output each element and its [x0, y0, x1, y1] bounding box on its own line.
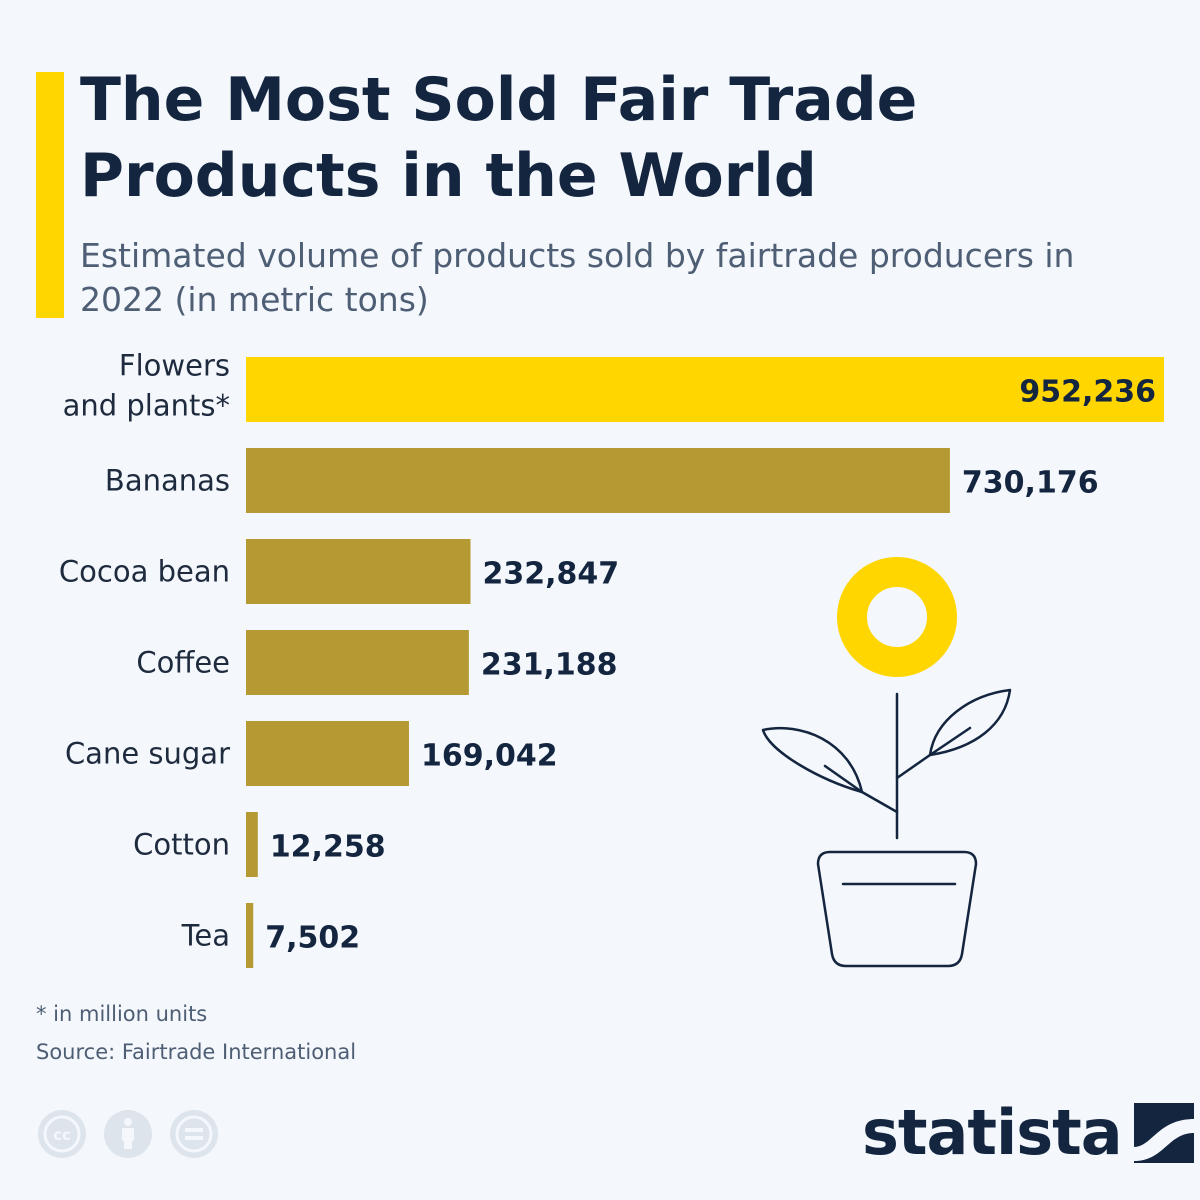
attribution-person-icon[interactable]: [104, 1110, 152, 1158]
bar-coffee: [246, 630, 469, 695]
bar-bananas: [246, 448, 950, 513]
value-label-tea: 7,502: [265, 921, 360, 956]
source-link[interactable]: Source: Fairtrade International: [36, 1040, 357, 1064]
bar-cotton: [246, 812, 258, 877]
category-label-coffee: Coffee: [136, 646, 230, 680]
bar-tea: [246, 903, 254, 968]
statista-brand[interactable]: statista: [862, 1096, 1194, 1169]
page-subtitle: Estimated volume of products sold by fai…: [80, 236, 1075, 319]
license-icons: cc: [38, 1110, 218, 1158]
category-label-cocoa-bean: Cocoa bean: [59, 555, 230, 589]
no-derivatives-icon[interactable]: [170, 1110, 218, 1158]
page-title: The Most Sold Fair Trade Products in the…: [80, 65, 918, 211]
value-label-flowers-and-plants: 952,236: [1019, 375, 1156, 410]
bar-chart: Flowers and plants* 952,236 Bananas 730,176 C…: [59, 349, 1164, 968]
value-label-cotton: 12,258: [270, 830, 386, 865]
category-label-cane-sugar: Cane sugar: [65, 737, 230, 771]
value-label-cocoa-bean: 232,847: [482, 557, 619, 592]
sprout-pot-illustration-icon: [761, 557, 1012, 968]
svg-text:cc: cc: [53, 1126, 71, 1144]
bar-cocoa-bean: [246, 539, 471, 604]
bar-cane-sugar: [246, 721, 409, 786]
category-label-flowers-and-plants: Flowers and plants*: [63, 349, 230, 423]
category-label-tea: Tea: [181, 919, 230, 953]
category-label-cotton: Cotton: [133, 828, 230, 862]
footnote: * in million units: [36, 1002, 208, 1026]
bar-flowers-and-plants: [246, 357, 1164, 422]
cc-license-icon[interactable]: cc: [38, 1110, 86, 1158]
statista-logo-icon: [1133, 1102, 1194, 1163]
brand-name: statista: [862, 1096, 1123, 1169]
category-label-bananas: Bananas: [105, 464, 230, 498]
value-label-bananas: 730,176: [962, 466, 1099, 501]
title-accent-bar: [36, 72, 64, 318]
value-label-coffee: 231,188: [481, 648, 618, 683]
value-label-cane-sugar: 169,042: [421, 739, 558, 774]
